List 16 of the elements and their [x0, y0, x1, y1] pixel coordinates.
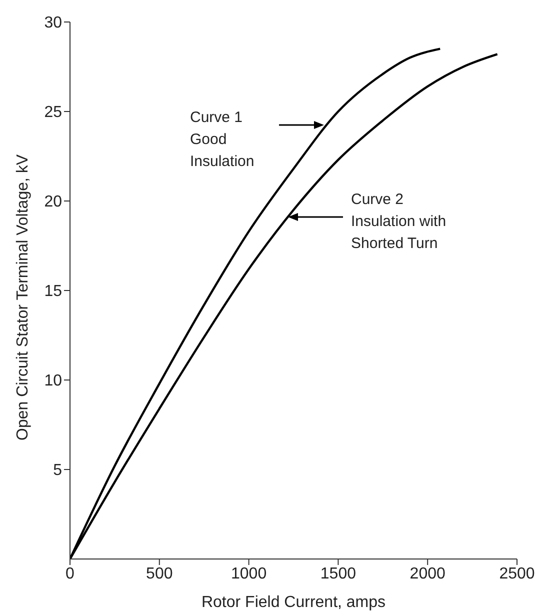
y-tick-label: 15: [44, 283, 62, 300]
annotation: Curve 1 Good Insulation: [190, 109, 254, 170]
x-axis-title: Rotor Field Current, amps: [201, 594, 386, 611]
x-tick-label: 2000: [410, 565, 446, 582]
y-tick-label: 30: [44, 14, 62, 32]
y-tick-label: 10: [44, 372, 62, 390]
y-tick-label: 25: [44, 104, 62, 122]
x-tick-label: 2500: [499, 565, 535, 582]
x-tick-label: 500: [146, 565, 173, 582]
annotation: Curve 2 Insulation with Shorted Turn: [351, 191, 446, 252]
x-tick-label: 1500: [320, 565, 356, 582]
y-axis-title: Open Circuit Stator Terminal Voltage, kV: [14, 154, 32, 440]
x-tick-label: 0: [66, 565, 75, 582]
x-tick-label: 1000: [231, 565, 267, 582]
y-tick-label: 5: [53, 462, 62, 480]
y-tick-label: 20: [44, 194, 62, 211]
